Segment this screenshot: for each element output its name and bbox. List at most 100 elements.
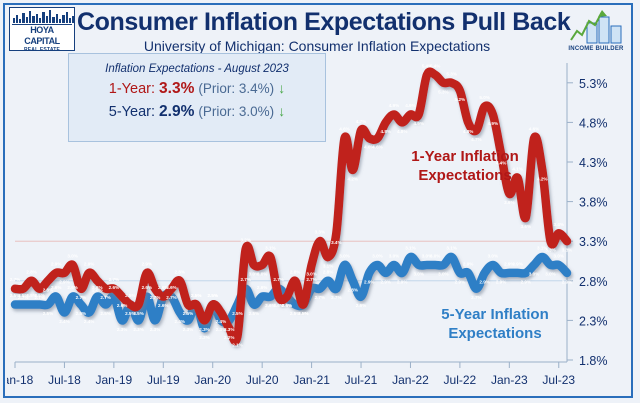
- page-subtitle: University of Michigan: Consumer Inflati…: [143, 38, 491, 54]
- svg-text:2.9%: 2.9%: [142, 261, 152, 266]
- svg-text:2.9%: 2.9%: [84, 261, 94, 266]
- svg-text:Jul-21: Jul-21: [345, 373, 378, 387]
- skyline-icon: [12, 10, 74, 23]
- svg-text:4.9%: 4.9%: [488, 121, 498, 126]
- svg-text:3.8%: 3.8%: [579, 196, 608, 210]
- svg-text:3.0%: 3.0%: [422, 253, 432, 258]
- svg-text:4.6%: 4.6%: [529, 127, 539, 132]
- svg-text:2.6%: 2.6%: [282, 303, 292, 308]
- legend-title: Inflation Expectations - August 2023: [105, 63, 289, 75]
- svg-text:2.5%: 2.5%: [232, 311, 242, 316]
- svg-text:2.5%: 2.5%: [18, 293, 28, 298]
- svg-text:2.9%: 2.9%: [496, 279, 506, 284]
- chart-plot-area: 1.8% 2.3% 2.8% 3.3% 3.8% 4.3% 4.8% 5.3% Jan-18 Ju…: [7, 55, 629, 398]
- svg-text:2.6%: 2.6%: [109, 285, 119, 290]
- svg-text:Jul-18: Jul-18: [48, 373, 81, 387]
- chart-frame: HOYA CAPITAL REAL ESTATE Consumer Inflat…: [3, 3, 633, 398]
- legend-five-year-value: 2.9%: [159, 103, 195, 120]
- svg-text:2.7%: 2.7%: [18, 295, 28, 300]
- svg-text:Jan-22: Jan-22: [392, 373, 429, 387]
- inflation-expectations-chart: 1.8% 2.3% 2.8% 3.3% 3.8% 4.3% 4.8% 5.3% Jan-18 Ju…: [7, 63, 608, 387]
- legend-one-year-prior: (Prior: 3.4%): [198, 81, 275, 96]
- svg-text:2.7%: 2.7%: [76, 295, 86, 300]
- annotation-one-year-line2: Expectations: [418, 167, 512, 184]
- svg-text:3.9%: 3.9%: [504, 200, 514, 205]
- svg-text:Jan-23: Jan-23: [491, 373, 528, 387]
- svg-text:2.7%: 2.7%: [166, 295, 176, 300]
- svg-text:4.6%: 4.6%: [364, 145, 374, 150]
- svg-text:2.7%: 2.7%: [315, 295, 325, 300]
- svg-text:2.5%: 2.5%: [26, 293, 36, 298]
- svg-text:2.4%: 2.4%: [59, 319, 69, 324]
- annotation-five-year-line2: Expectations: [448, 325, 542, 342]
- svg-text:2.7%: 2.7%: [240, 277, 250, 282]
- svg-text:3.3%: 3.3%: [545, 248, 555, 253]
- svg-text:3.1%: 3.1%: [446, 246, 456, 251]
- svg-text:Jan-19: Jan-19: [96, 373, 133, 387]
- svg-text:1.8%: 1.8%: [579, 354, 608, 368]
- svg-text:Jan-21: Jan-21: [293, 373, 330, 387]
- svg-text:2.5%: 2.5%: [191, 293, 201, 298]
- svg-text:2.9%: 2.9%: [479, 279, 489, 284]
- svg-text:2.5%: 2.5%: [125, 311, 135, 316]
- svg-text:3.0%: 3.0%: [339, 253, 349, 258]
- svg-text:2.5%: 2.5%: [76, 311, 86, 316]
- svg-text:2.7%: 2.7%: [150, 295, 160, 300]
- svg-text:4.3%: 4.3%: [579, 156, 608, 170]
- svg-text:2.3%: 2.3%: [133, 327, 143, 332]
- svg-text:3.0%: 3.0%: [430, 253, 440, 258]
- income-builder-logo: INCOME BUILDER: [565, 7, 627, 52]
- svg-text:2.6%: 2.6%: [67, 285, 77, 290]
- svg-text:2.9%: 2.9%: [512, 261, 522, 266]
- svg-text:2.9%: 2.9%: [521, 279, 531, 284]
- svg-text:4.1%: 4.1%: [512, 166, 522, 171]
- svg-text:2.4%: 2.4%: [84, 319, 94, 324]
- svg-text:3.0%: 3.0%: [389, 253, 399, 258]
- svg-text:2.3%: 2.3%: [117, 327, 127, 332]
- svg-text:2.5%: 2.5%: [100, 311, 110, 316]
- svg-text:2.9%: 2.9%: [397, 279, 407, 284]
- svg-text:2.7%: 2.7%: [331, 295, 341, 300]
- svg-text:2.9%: 2.9%: [463, 261, 473, 266]
- svg-text:Jul-19: Jul-19: [147, 373, 180, 387]
- svg-text:Jul-22: Jul-22: [444, 373, 477, 387]
- svg-text:2.5%: 2.5%: [207, 293, 217, 298]
- svg-text:2.8%: 2.8%: [43, 287, 53, 292]
- svg-text:2.6%: 2.6%: [158, 285, 168, 290]
- svg-text:3.3%: 3.3%: [315, 230, 325, 235]
- svg-text:2.6%: 2.6%: [51, 285, 61, 290]
- svg-text:2.8%: 2.8%: [290, 269, 300, 274]
- legend-row-five-year: 5-Year: 2.9% (Prior: 3.0%) ↓: [69, 103, 325, 121]
- income-builder-label: INCOME BUILDER: [568, 46, 624, 52]
- svg-text:2.8%: 2.8%: [579, 275, 608, 289]
- svg-text:2.3%: 2.3%: [579, 314, 608, 328]
- svg-text:3.1%: 3.1%: [323, 264, 333, 269]
- svg-text:3.0%: 3.0%: [257, 271, 267, 276]
- svg-text:Jul-23: Jul-23: [542, 373, 575, 387]
- svg-text:3.2%: 3.2%: [240, 238, 250, 243]
- svg-text:2.6%: 2.6%: [257, 285, 267, 290]
- svg-text:4.8%: 4.8%: [381, 129, 391, 134]
- page-title: Consumer Inflation Expectations Pull Bac…: [77, 8, 571, 36]
- svg-text:3.0%: 3.0%: [413, 271, 423, 276]
- svg-text:3.0%: 3.0%: [529, 271, 539, 276]
- hoya-capital-logo: HOYA CAPITAL REAL ESTATE: [9, 7, 75, 51]
- svg-text:3.1%: 3.1%: [405, 246, 415, 251]
- svg-text:2.6%: 2.6%: [273, 303, 283, 308]
- svg-text:2.6%: 2.6%: [265, 303, 275, 308]
- down-arrow-icon-five-year: ↓: [278, 103, 286, 119]
- svg-text:2.7%: 2.7%: [34, 295, 44, 300]
- svg-text:3.3%: 3.3%: [579, 235, 608, 249]
- svg-text:2.5%: 2.5%: [290, 311, 300, 316]
- svg-text:3.4%: 3.4%: [554, 222, 564, 227]
- svg-text:4.4%: 4.4%: [496, 161, 506, 166]
- svg-text:2.7%: 2.7%: [109, 277, 119, 282]
- hoya-capital-tagline: REAL ESTATE: [23, 47, 61, 51]
- svg-text:2.5%: 2.5%: [125, 293, 135, 298]
- legend-one-year-label: 1-Year:: [108, 81, 155, 97]
- legend-five-year-label: 5-Year:: [108, 104, 155, 120]
- svg-text:2.6%: 2.6%: [142, 285, 152, 290]
- svg-text:2.5%: 2.5%: [183, 311, 193, 316]
- svg-text:3.0%: 3.0%: [306, 271, 316, 276]
- svg-text:3.0%: 3.0%: [488, 253, 498, 258]
